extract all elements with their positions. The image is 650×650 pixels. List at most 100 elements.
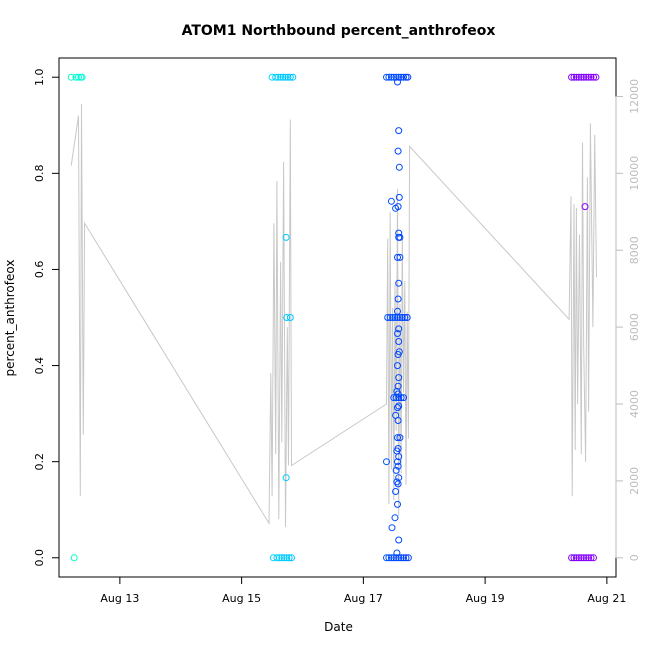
data-point	[395, 163, 403, 171]
data-point	[395, 229, 403, 237]
data-point	[394, 78, 401, 86]
data-point	[273, 554, 281, 562]
y-axis: 0.0 0.2 0.4 0.6 0.8 1.0	[33, 68, 60, 567]
x-axis: Aug 13 Aug 15 Aug 17 Aug 19 Aug 21	[100, 576, 626, 605]
data-point	[387, 197, 395, 205]
chart-title: ATOM1 Northbound percent_anthrofeox	[182, 23, 496, 39]
data-point	[384, 314, 392, 321]
data-point	[394, 314, 401, 321]
data-point	[395, 402, 403, 410]
data-point	[575, 73, 583, 81]
data-point	[288, 554, 295, 562]
data-point	[395, 536, 403, 544]
data-point	[580, 73, 588, 81]
data-point	[568, 73, 576, 81]
data-point	[394, 480, 402, 488]
y2-tick-label: 6000	[628, 313, 641, 341]
data-point	[386, 314, 394, 321]
data-point	[572, 73, 580, 81]
data-point	[394, 404, 401, 412]
data-point	[585, 554, 593, 562]
data-point	[590, 554, 597, 562]
data-point	[580, 554, 588, 562]
data-point	[570, 73, 578, 81]
y2-tick-label: 2000	[628, 467, 641, 495]
data-point	[393, 549, 401, 557]
data-point	[283, 554, 291, 562]
data-point	[577, 554, 585, 562]
data-point	[396, 434, 404, 442]
data-point	[387, 554, 395, 562]
data-point	[383, 458, 390, 466]
data-point	[397, 554, 405, 562]
data-point	[284, 73, 292, 81]
data-point	[394, 295, 402, 303]
data-point	[392, 488, 400, 495]
data-point	[286, 73, 294, 81]
data-point	[585, 73, 593, 81]
data-point	[397, 394, 405, 402]
data-point	[572, 554, 580, 562]
x-tick-label: Aug 15	[222, 592, 261, 605]
data-point	[577, 73, 585, 81]
data-point	[394, 253, 401, 261]
data-point	[582, 73, 590, 81]
data-point	[280, 554, 288, 562]
data-point	[78, 73, 86, 81]
data-point	[385, 554, 393, 562]
y2-tick-label: 12000	[628, 79, 641, 114]
data-point	[394, 362, 401, 370]
data-point	[398, 314, 406, 321]
data-point	[277, 73, 285, 81]
data-point	[391, 314, 399, 321]
data-point	[272, 73, 280, 81]
data-point	[397, 73, 405, 81]
data-point	[400, 554, 407, 562]
y-tick-label: 0.4	[33, 357, 46, 375]
x-tick-label: Aug 19	[466, 592, 505, 605]
data-point	[390, 554, 398, 562]
data-point	[395, 338, 403, 345]
data-point	[392, 73, 400, 81]
data-point	[390, 394, 398, 402]
y-tick-label: 0.2	[33, 453, 46, 471]
data-point	[395, 193, 403, 201]
data-point	[402, 554, 410, 562]
y2-tick-label: 0	[628, 554, 641, 561]
data-point	[394, 462, 402, 470]
x-tick-label: Aug 17	[344, 592, 383, 605]
data-point	[396, 314, 404, 321]
data-point	[392, 394, 400, 402]
y2-tick-label: 4000	[628, 390, 641, 418]
data-point	[385, 73, 393, 81]
data-point	[394, 147, 402, 155]
y-tick-label: 0.0	[33, 549, 46, 567]
data-point	[568, 554, 576, 562]
data-point	[395, 325, 403, 333]
data-point	[587, 554, 595, 562]
data-point	[404, 554, 412, 562]
data-point	[394, 203, 402, 211]
data-point	[394, 500, 401, 508]
data-point	[286, 314, 294, 321]
data-point	[394, 458, 401, 466]
secondary-series-line	[70, 104, 597, 528]
points-layer	[67, 73, 600, 562]
data-point	[395, 233, 403, 241]
data-point	[395, 374, 403, 382]
data-point	[282, 233, 290, 241]
data-point	[391, 514, 399, 522]
y2-axis: 0 2000 4000 6000 8000 10000 12000	[615, 79, 641, 561]
data-point	[390, 73, 398, 81]
data-point	[394, 434, 401, 442]
data-point	[404, 73, 412, 81]
data-point	[383, 73, 390, 81]
y2-tick-label: 10000	[628, 156, 641, 191]
data-point	[392, 466, 400, 474]
data-point	[400, 73, 407, 81]
data-point	[282, 474, 290, 482]
data-point	[387, 73, 395, 81]
data-point	[283, 314, 291, 321]
data-point	[394, 330, 401, 337]
